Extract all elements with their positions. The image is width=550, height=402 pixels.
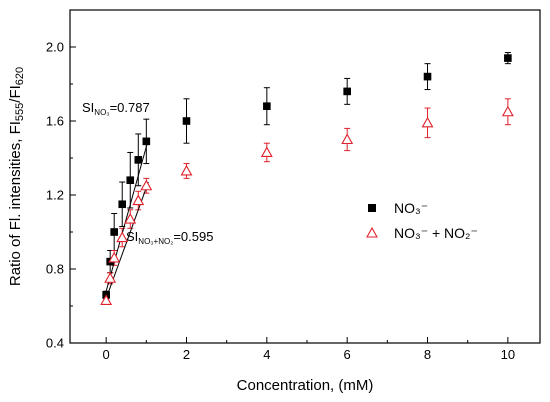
data-point-triangle [140, 179, 153, 191]
data-point-square [263, 102, 271, 110]
slope-annotation-subscript: NO₃+NO₂ [138, 237, 173, 246]
data-point-square [504, 54, 512, 62]
y-tick-label: 0.8 [46, 262, 64, 277]
data-point-square [118, 200, 127, 209]
x-tick-label: 2 [183, 347, 190, 362]
data-point-square [343, 87, 351, 96]
x-tick-label: 8 [424, 347, 431, 362]
data-point-square [126, 176, 135, 184]
slope-annotation-subscript: NO₃ [94, 108, 109, 117]
y-tick-label: 1.2 [46, 188, 64, 203]
data-point-triangle [180, 164, 193, 176]
x-tick-label: 0 [103, 347, 110, 362]
slope-annotation: SINO₃+NO₂=0.595 [126, 229, 213, 246]
slope-annotation-prefix: SI [126, 229, 138, 244]
legend-label: NO₃⁻ [394, 200, 428, 216]
y-axis-title-sep: /FI [7, 85, 24, 103]
slope-annotation-value: =0.595 [173, 229, 213, 244]
data-point-triangle [124, 212, 137, 224]
data-point-square [423, 72, 432, 81]
slope-annotation-prefix: SI [82, 100, 94, 115]
legend-label: NO₃⁻ + NO₂⁻ [394, 225, 478, 241]
fit-line-series-0 [105, 139, 149, 292]
x-tick-label: 4 [263, 347, 270, 362]
data-point-triangle [341, 133, 354, 145]
data-point-triangle [116, 231, 129, 243]
data-point-triangle [421, 116, 434, 128]
data-point-triangle [260, 146, 273, 157]
x-axis-title: Concentration, (mM) [237, 377, 374, 394]
y-axis-title-sub1: 555 [14, 103, 26, 121]
data-point-square [110, 228, 118, 236]
data-point-triangle [108, 251, 121, 263]
x-tick-label: 6 [344, 347, 351, 362]
y-axis-title: Ratio of Fl. intensities, FI555/FI620 [7, 67, 26, 286]
y-tick-label: 0.4 [46, 336, 64, 351]
legend-marker-triangle [366, 226, 378, 238]
x-tick-label: 10 [501, 347, 515, 362]
data-point-triangle [104, 272, 117, 283]
y-tick-label: 1.6 [46, 114, 64, 129]
legend-marker-square [368, 204, 376, 212]
data-point-triangle [100, 294, 113, 306]
y-axis-title-main: Ratio of Fl. intensities, FI [7, 121, 24, 286]
data-point-triangle [132, 194, 145, 206]
y-tick-label: 2.0 [46, 40, 64, 55]
data-point-square [134, 156, 143, 164]
data-point-triangle [501, 105, 514, 117]
data-point-square [142, 137, 151, 146]
slope-annotation: SINO₃=0.787 [82, 100, 150, 117]
data-point-square [182, 117, 191, 125]
plot-frame [69, 9, 541, 344]
slope-annotation-value: =0.787 [110, 100, 150, 115]
y-axis-title-sub2: 620 [14, 67, 26, 85]
